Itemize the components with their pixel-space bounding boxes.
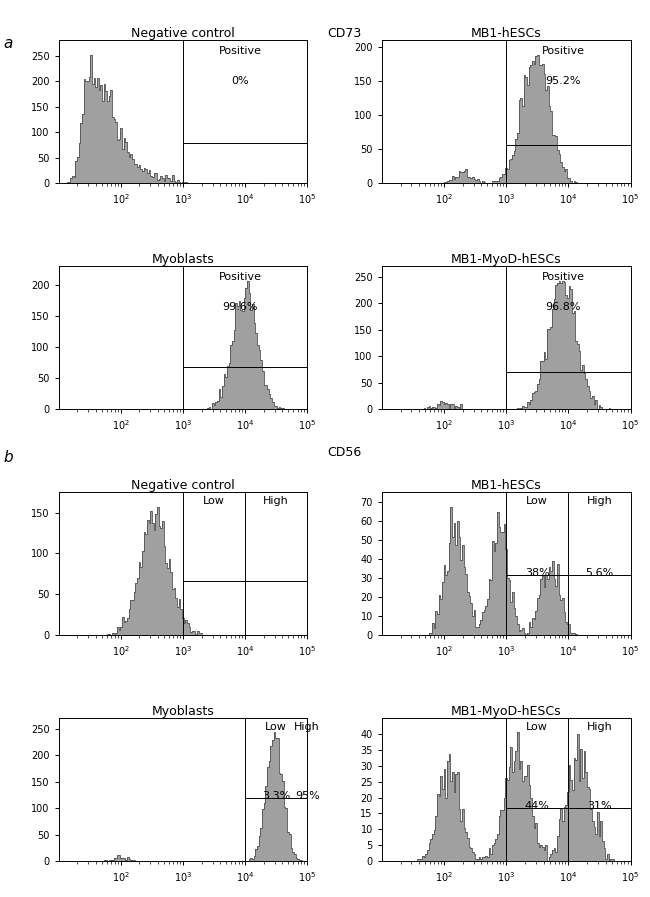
Text: Low: Low bbox=[526, 497, 548, 507]
Text: 3.3%: 3.3% bbox=[262, 791, 291, 801]
Text: High: High bbox=[586, 497, 612, 507]
Text: Low: Low bbox=[526, 722, 548, 733]
Text: 0%: 0% bbox=[231, 76, 249, 86]
Text: Positive: Positive bbox=[218, 46, 261, 57]
Text: Low: Low bbox=[203, 497, 225, 507]
Text: CD73: CD73 bbox=[328, 27, 361, 39]
Title: MB1-MyoD-hESCs: MB1-MyoD-hESCs bbox=[451, 705, 562, 718]
Text: b: b bbox=[3, 450, 13, 466]
Title: Negative control: Negative control bbox=[131, 479, 235, 492]
Text: 31%: 31% bbox=[587, 801, 612, 811]
Text: 95%: 95% bbox=[295, 791, 320, 801]
Text: 5.6%: 5.6% bbox=[585, 568, 614, 578]
Title: Negative control: Negative control bbox=[131, 28, 235, 40]
Text: CD56: CD56 bbox=[328, 446, 361, 458]
Text: 44%: 44% bbox=[525, 801, 550, 811]
Text: Low: Low bbox=[265, 722, 287, 733]
Text: 99.6%: 99.6% bbox=[222, 302, 258, 312]
Title: Myoblasts: Myoblasts bbox=[151, 705, 215, 718]
Text: High: High bbox=[294, 722, 320, 733]
Text: 38%: 38% bbox=[525, 568, 550, 578]
Text: Positive: Positive bbox=[542, 272, 585, 282]
Text: High: High bbox=[586, 722, 612, 733]
Title: Myoblasts: Myoblasts bbox=[151, 253, 215, 266]
Text: 96.8%: 96.8% bbox=[545, 302, 581, 312]
Text: Positive: Positive bbox=[542, 46, 585, 57]
Title: MB1-hESCs: MB1-hESCs bbox=[471, 28, 541, 40]
Text: 95.2%: 95.2% bbox=[545, 76, 581, 86]
Title: MB1-hESCs: MB1-hESCs bbox=[471, 479, 541, 492]
Text: a: a bbox=[3, 36, 12, 51]
Text: High: High bbox=[263, 497, 289, 507]
Title: MB1-MyoD-hESCs: MB1-MyoD-hESCs bbox=[451, 253, 562, 266]
Text: Positive: Positive bbox=[218, 272, 261, 282]
